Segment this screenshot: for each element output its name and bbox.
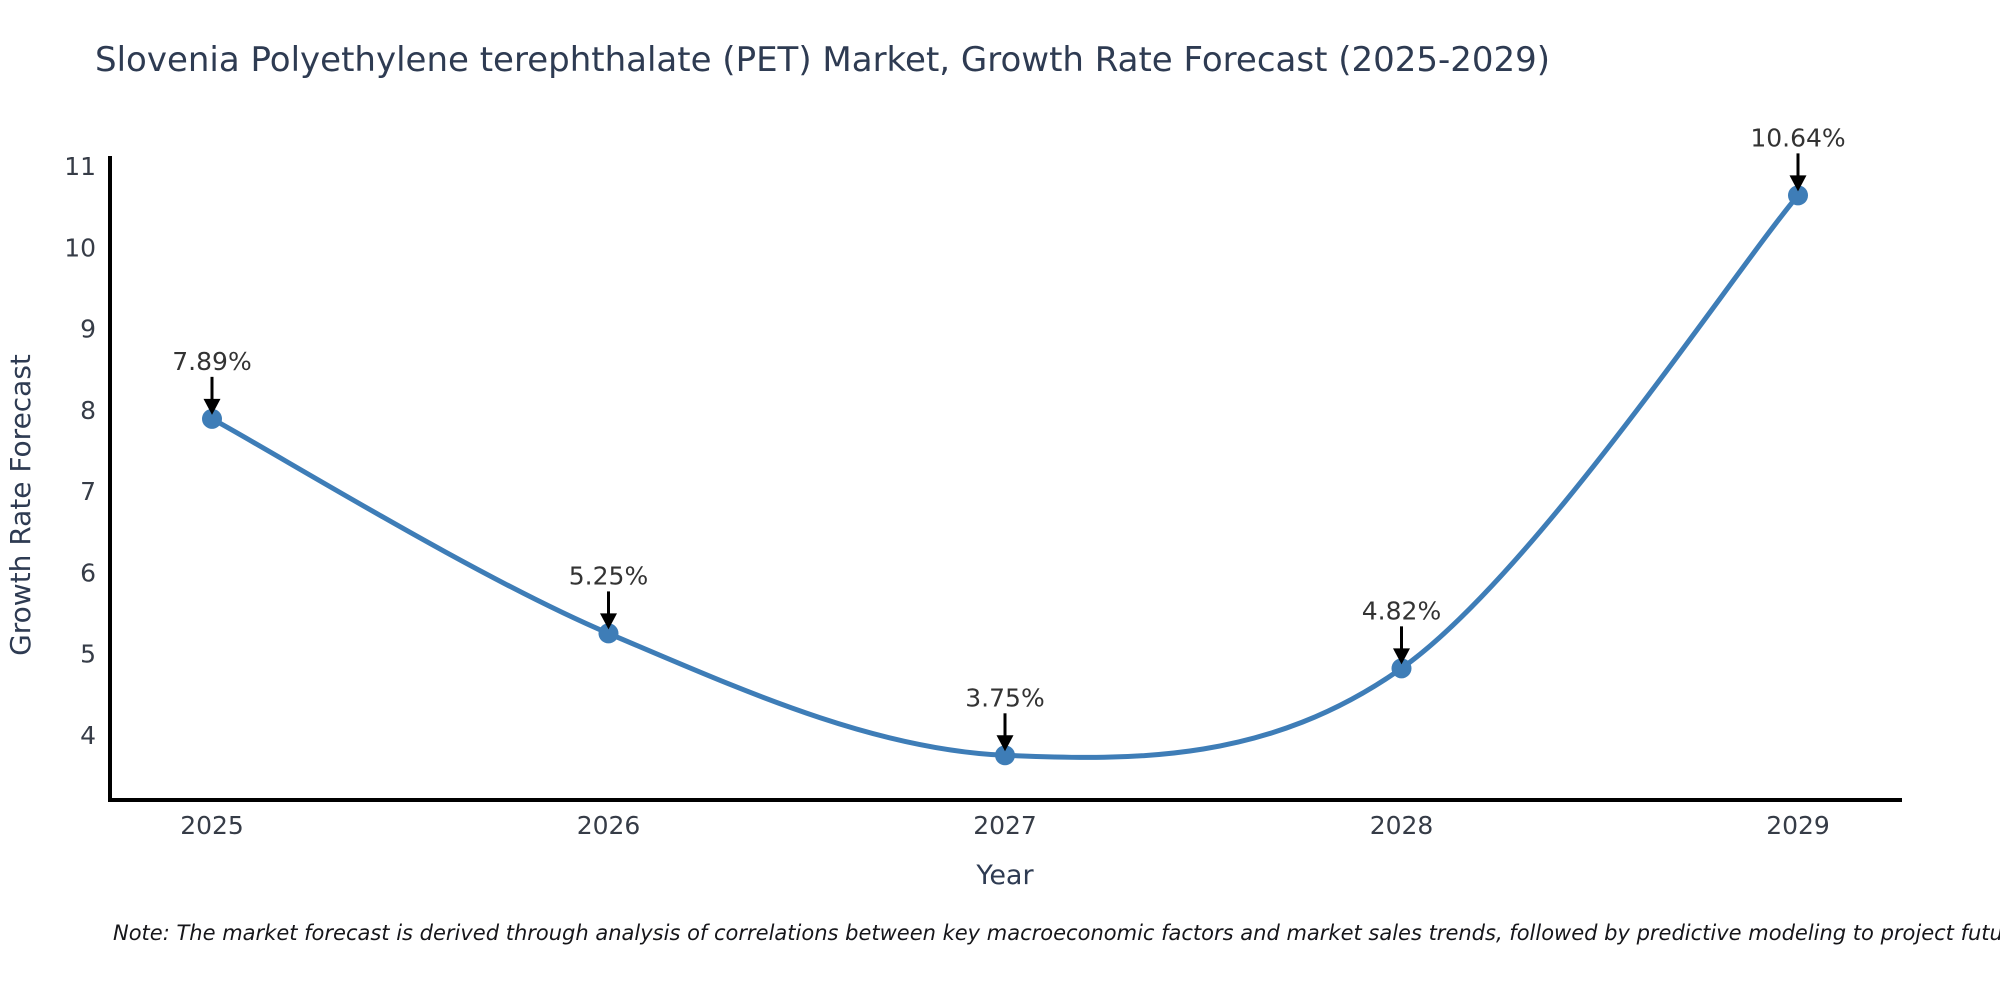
data-point [1391, 658, 1412, 679]
y-tick-label: 4 [80, 721, 96, 750]
y-tick-label: 10 [64, 233, 96, 262]
data-point-label: 5.25% [569, 561, 648, 590]
data-point-label: 10.64% [1750, 123, 1845, 152]
footnote: Note: The market forecast is derived thr… [113, 921, 2000, 945]
data-point-label: 7.89% [172, 347, 251, 376]
data-point [1788, 185, 1808, 206]
data-point [995, 745, 1015, 766]
annotation-arrow-head [996, 735, 1014, 752]
y-tick-label: 7 [80, 477, 96, 506]
y-tick-label: 6 [80, 558, 96, 587]
data-point [202, 408, 222, 429]
y-tick-label: 5 [80, 640, 96, 669]
y-axis-title: Growth Rate Forecast [4, 354, 37, 656]
data-point-label: 4.82% [1362, 596, 1441, 625]
x-tick-label: 2029 [1766, 811, 1830, 840]
data-point [598, 623, 619, 644]
chart-title: Slovenia Polyethylene terephthalate (PET… [95, 40, 1551, 80]
annotation-arrow-head [1789, 175, 1807, 192]
annotation-arrow-head [600, 613, 617, 630]
axes-spines [108, 156, 1902, 802]
annotation-arrow-head [203, 398, 221, 415]
x-tick-label: 2025 [180, 811, 244, 840]
y-tick-label: 9 [80, 315, 96, 344]
y-tick-label: 11 [64, 152, 96, 181]
annotation-arrow-head [1393, 648, 1410, 665]
y-tick-label: 8 [80, 396, 96, 425]
x-tick-label: 2028 [1370, 811, 1434, 840]
x-tick-label: 2027 [973, 811, 1037, 840]
x-tick-label: 2026 [577, 811, 641, 840]
data-point-label: 3.75% [965, 683, 1044, 712]
trend-line [209, 192, 1801, 760]
x-axis-title: Year [975, 860, 1034, 891]
